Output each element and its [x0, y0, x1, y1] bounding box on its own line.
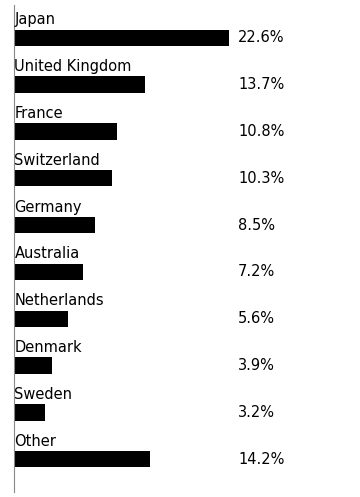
Text: Netherlands: Netherlands: [14, 293, 104, 308]
Bar: [14, 357, 51, 374]
Text: 10.3%: 10.3%: [238, 171, 284, 186]
Bar: [14, 451, 149, 468]
Text: 8.5%: 8.5%: [238, 218, 275, 233]
Bar: [14, 264, 83, 280]
Bar: [14, 77, 145, 93]
Bar: [14, 311, 68, 327]
Text: 3.9%: 3.9%: [238, 358, 275, 373]
Text: 10.8%: 10.8%: [238, 124, 284, 139]
Bar: [14, 170, 112, 186]
Text: Japan: Japan: [14, 12, 55, 27]
Text: Other: Other: [14, 434, 56, 449]
Text: United Kingdom: United Kingdom: [14, 59, 132, 74]
Bar: [14, 217, 95, 233]
Bar: [14, 404, 45, 420]
Text: 14.2%: 14.2%: [238, 452, 284, 467]
Text: Switzerland: Switzerland: [14, 153, 100, 167]
Text: Denmark: Denmark: [14, 340, 82, 355]
Bar: [14, 123, 117, 140]
Bar: [14, 29, 229, 46]
Text: 13.7%: 13.7%: [238, 77, 284, 92]
Text: 5.6%: 5.6%: [238, 311, 275, 326]
Text: 3.2%: 3.2%: [238, 405, 275, 420]
Text: 7.2%: 7.2%: [238, 264, 275, 279]
Text: 22.6%: 22.6%: [238, 30, 284, 45]
Text: Australia: Australia: [14, 247, 80, 261]
Text: France: France: [14, 106, 63, 121]
Text: Sweden: Sweden: [14, 387, 72, 402]
Text: Germany: Germany: [14, 200, 82, 215]
